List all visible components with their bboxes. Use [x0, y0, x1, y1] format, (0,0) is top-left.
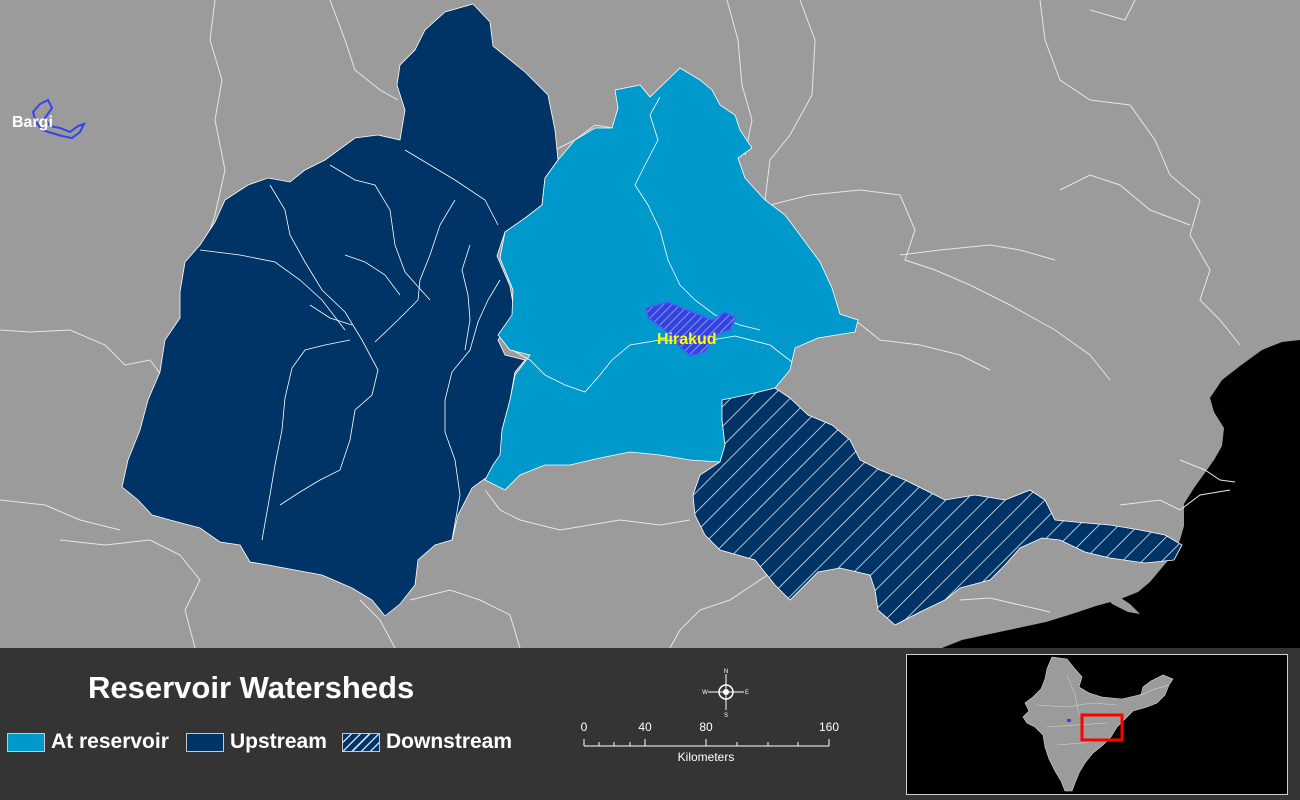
bargi-reservoir[interactable]: [31, 98, 86, 140]
legend-label-downstream: Downstream: [386, 730, 513, 753]
north-label: N: [724, 669, 728, 675]
map-title: Reservoir Watersheds: [88, 670, 415, 705]
bargi-label: Bargi: [12, 114, 53, 131]
east-label: E: [745, 690, 749, 696]
legend-item-at-reservoir: At reservoir: [7, 730, 169, 754]
scale-bar: [583, 739, 830, 747]
legend-swatch-at-reservoir: [7, 732, 45, 752]
downstream-watershed[interactable]: [692, 387, 1183, 626]
inset-locator-map: [906, 654, 1288, 795]
scale-label-160: 160: [818, 720, 840, 734]
at-reservoir-watershed[interactable]: [484, 67, 859, 491]
scale-unit-label: Kilometers: [677, 750, 735, 764]
upstream-watershed[interactable]: [121, 3, 559, 617]
legend-swatch-upstream: [186, 732, 224, 752]
legend-label-at-reservoir: At reservoir: [51, 730, 169, 753]
admin-boundaries: [0, 0, 1241, 648]
south-label: S: [724, 713, 728, 718]
west-label: W: [702, 690, 708, 696]
north-arrow-icon: N S E W: [702, 669, 749, 718]
legend-panel: Reservoir Watersheds At reservoir Upstre…: [0, 648, 1300, 800]
scale-label-80: 80: [699, 720, 713, 734]
scale-label-0: 0: [580, 720, 588, 734]
legend-item-downstream: Downstream: [342, 730, 512, 754]
india-outline: [1022, 656, 1170, 792]
legend-swatch-downstream: [342, 732, 380, 752]
northeast-india: [1140, 674, 1174, 696]
scale-label-40: 40: [638, 720, 652, 734]
legend-label-upstream: Upstream: [230, 730, 327, 753]
map-view[interactable]: Bargi Hirakud: [0, 0, 1300, 648]
inset-reservoir-marker: [1067, 719, 1071, 722]
hirakud-label: Hirakud: [657, 331, 717, 348]
reservoir-sub-boundaries: [511, 96, 793, 393]
sub-watershed-boundaries: [199, 149, 501, 541]
coastal-island: [1100, 588, 1140, 614]
inset-extent-highlight: [1080, 713, 1124, 742]
hirakud-reservoir[interactable]: [645, 301, 737, 357]
sea-area: [942, 340, 1300, 648]
legend-item-upstream: Upstream: [186, 730, 327, 754]
